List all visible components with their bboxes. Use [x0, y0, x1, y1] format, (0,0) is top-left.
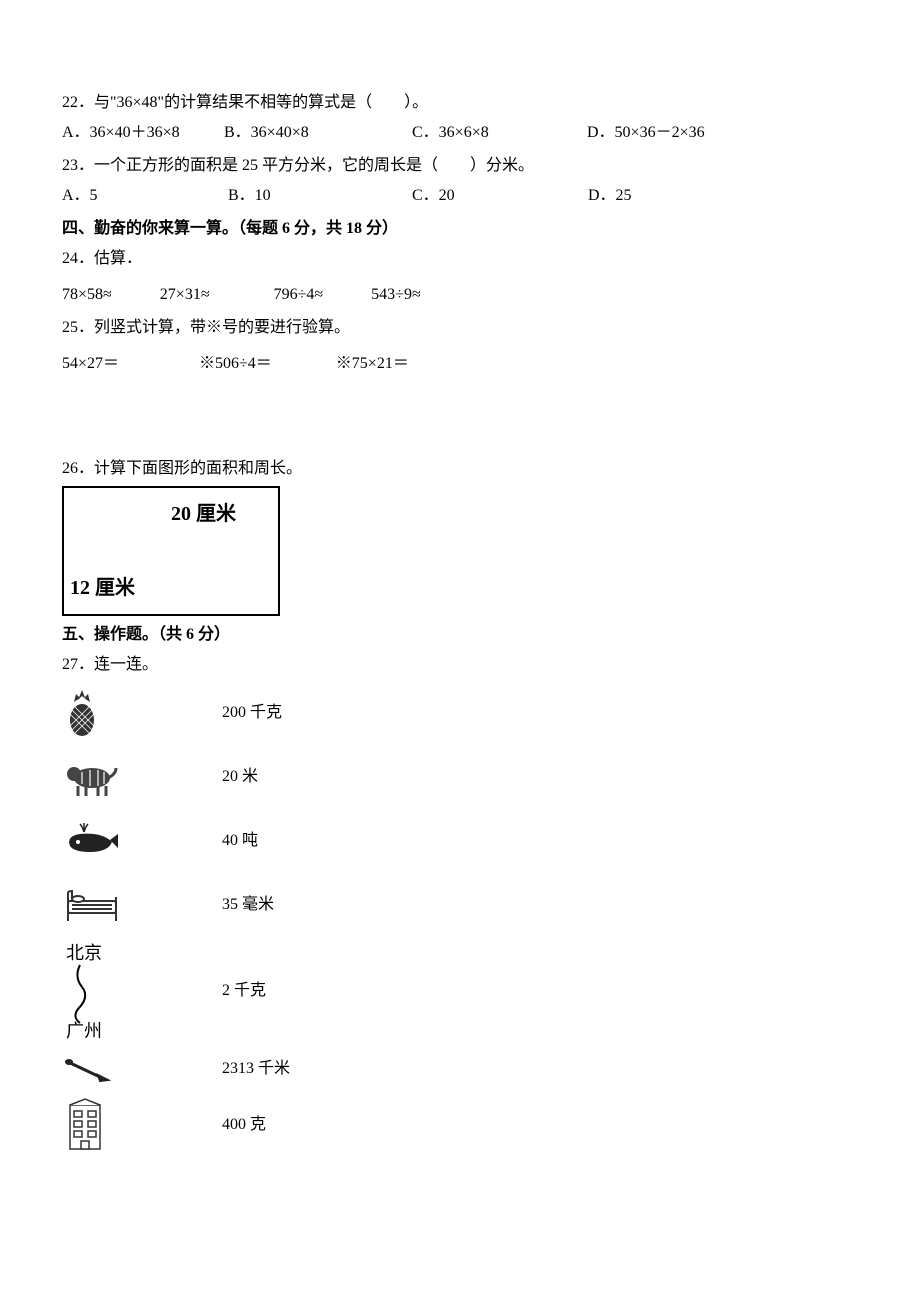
q24-title: 24．估算．	[62, 244, 858, 274]
match-row-2: 20 米	[62, 745, 858, 809]
match-label-3: 40 吨	[222, 826, 258, 856]
q22-opt-b: B．36×40×8	[224, 118, 412, 148]
match-label-7: 400 克	[222, 1110, 266, 1140]
q23-opt-b: B．10	[228, 181, 412, 211]
match-label-1: 200 千克	[222, 698, 282, 728]
beijing-text: 北京	[66, 943, 102, 963]
question-22: 22．与"36×48"的计算结果不相等的算式是（ ）。 A．36×40＋36×8…	[62, 88, 858, 147]
q26-title: 26．计算下面图形的面积和周长。	[62, 454, 858, 484]
rect-top-label: 20 厘米	[171, 496, 236, 533]
match-label-6: 2313 千米	[222, 1054, 290, 1084]
section-5-header: 五、操作题。（共 6 分）	[62, 620, 858, 650]
q23-options: A．5 B．10 C．20 D．25	[62, 181, 858, 211]
question-27: 27．连一连。 200 千克	[62, 650, 858, 1158]
match-table: 200 千克 20 米	[62, 681, 858, 1157]
q22-text: 22．与"36×48"的计算结果不相等的算式是（ ）。	[62, 88, 858, 118]
q25-title: 25．列竖式计算，带※号的要进行验算。	[62, 313, 858, 343]
bed-icon	[62, 877, 132, 933]
match-row-4: 35 毫米	[62, 873, 858, 937]
whale-icon	[62, 813, 132, 869]
q23-text: 23．一个正方形的面积是 25 平方分米，它的周长是（ ）分米。	[62, 151, 858, 181]
match-row-1: 200 千克	[62, 681, 858, 745]
building-icon	[62, 1097, 132, 1153]
q22-options: A．36×40＋36×8 B．36×40×8 C．36×6×8 D．50×36－…	[62, 118, 858, 148]
tiger-icon	[62, 749, 132, 805]
beijing-guangzhou-icon: 北京 广州	[62, 941, 132, 1041]
section-4-header: 四、勤奋的你来算一算。（每题 6 分，共 18 分）	[62, 214, 858, 244]
pineapple-icon	[62, 685, 132, 741]
q22-opt-d: D．50×36－2×36	[587, 118, 705, 148]
question-26: 26．计算下面图形的面积和周长。 20 厘米 12 厘米	[62, 454, 858, 616]
match-label-2: 20 米	[222, 762, 258, 792]
rect-left-label: 12 厘米	[70, 570, 135, 607]
q24-items: 78×58≈ 27×31≈ 796÷4≈ 543÷9≈	[62, 280, 858, 310]
guangzhou-text: 广州	[66, 1021, 102, 1041]
question-25: 25．列竖式计算，带※号的要进行验算。 54×27＝ ※506÷4＝ ※75×2…	[62, 313, 858, 378]
question-23: 23．一个正方形的面积是 25 平方分米，它的周长是（ ）分米。 A．5 B．1…	[62, 151, 858, 210]
needle-icon	[62, 1041, 132, 1097]
q23-opt-d: D．25	[588, 181, 632, 211]
q22-opt-a: A．36×40＋36×8	[62, 118, 224, 148]
q23-opt-a: A．5	[62, 181, 228, 211]
rectangle-figure: 20 厘米 12 厘米	[62, 486, 280, 616]
match-label-5: 2 千克	[222, 976, 266, 1006]
q27-title: 27．连一连。	[62, 650, 858, 680]
match-row-7: 400 克	[62, 1093, 858, 1157]
match-row-6: 2313 千米	[62, 1045, 858, 1093]
question-24: 24．估算． 78×58≈ 27×31≈ 796÷4≈ 543÷9≈	[62, 244, 858, 309]
q23-opt-c: C．20	[412, 181, 588, 211]
match-label-4: 35 毫米	[222, 890, 274, 920]
match-row-3: 40 吨	[62, 809, 858, 873]
q22-opt-c: C．36×6×8	[412, 118, 587, 148]
match-row-5: 北京 广州 2 千克	[62, 937, 858, 1045]
q25-items: 54×27＝ ※506÷4＝ ※75×21＝	[62, 349, 858, 379]
